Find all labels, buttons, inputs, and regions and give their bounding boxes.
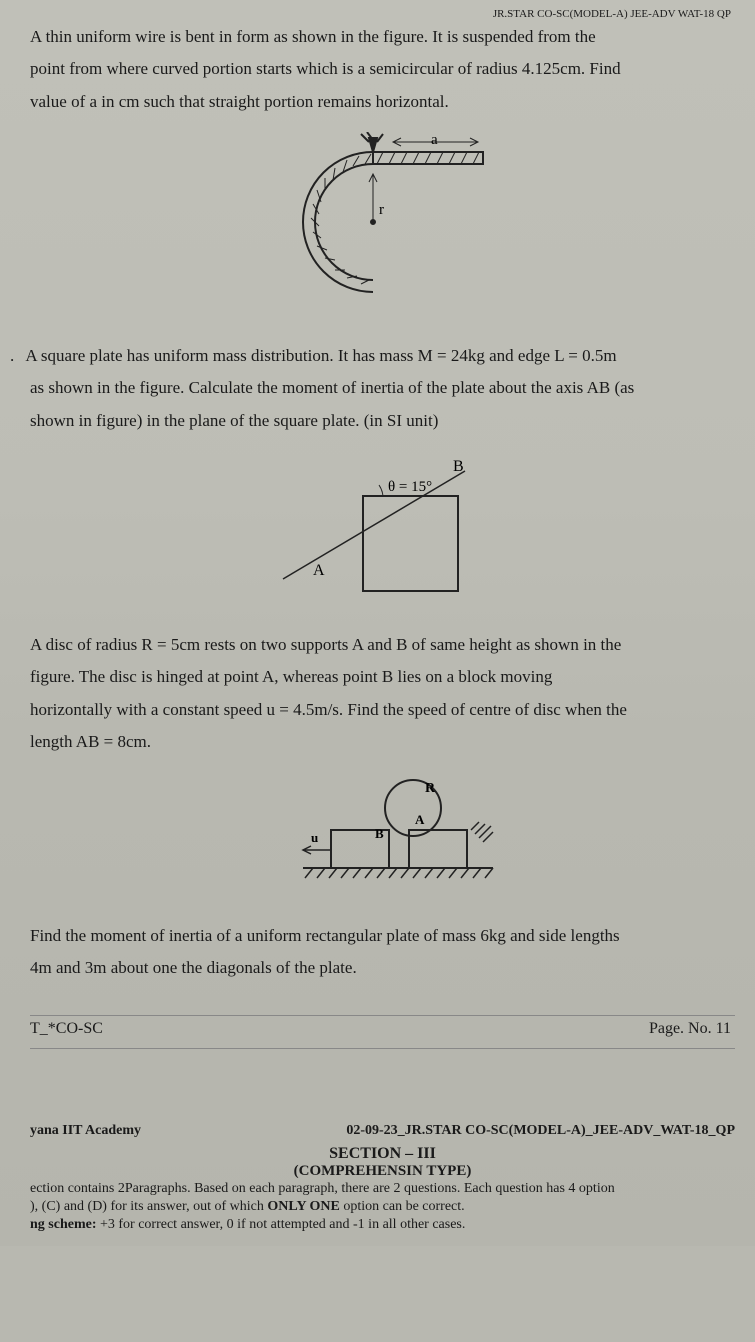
q1-line1: A thin uniform wire is bent in form as s… [30,27,596,46]
question-3: A disc of radius R = 5cm rests on two su… [30,629,735,758]
academy: yana IIT Academy [30,1123,141,1139]
label-B-disc: B [375,826,384,841]
q3-line1: A disc of radius R = 5cm rests on two su… [30,635,621,654]
q2-num: . [10,340,22,372]
q3-line3: horizontally with a constant speed u = 4… [30,700,627,719]
question-2: . A square plate has uniform mass distri… [30,340,735,437]
section-title: SECTION – III [30,1145,735,1163]
q2-line3: shown in figure) in the plane of the squ… [30,411,438,430]
only-one: ONLY ONE [267,1199,339,1214]
page: JR.STAR CO-SC(MODEL-A) JEE-ADV WAT-18 QP… [0,0,755,1246]
q3-line2: figure. The disc is hinged at point A, w… [30,667,552,686]
q1-line3: value of a in cm such that straight port… [30,92,449,111]
q3-line4: length AB = 8cm. [30,732,151,751]
q2-line2: as shown in the figure. Calculate the mo… [30,378,634,397]
q3-figure: R A B u [30,772,735,892]
label-a: a [431,132,438,148]
q2-figure: A B θ = 15° [30,451,735,601]
label-R: R [425,781,436,796]
q2-line1: A square plate has uniform mass distribu… [25,346,616,365]
section-subtitle: (COMPREHENSIN TYPE) [30,1163,735,1180]
q4-line1: Find the moment of inertia of a uniform … [30,926,620,945]
question-1: A thin uniform wire is bent in form as s… [30,21,735,118]
label-A: A [313,562,325,579]
instr-2: ), (C) and (D) for its answer, out of wh… [30,1199,465,1214]
label-r: r [379,202,384,218]
page-footer: T_*CO-SC Page. No. 11 [30,1016,735,1049]
bottom-code: 02-09-23_JR.STAR CO-SC(MODEL-A)_JEE-ADV_… [346,1123,735,1139]
instructions: ection contains 2Paragraphs. Based on ea… [30,1180,735,1235]
square-plate-icon: A B θ = 15° [253,451,513,601]
label-theta: θ = 15° [388,479,432,495]
disc-blocks-icon: R A B u [253,772,513,892]
label-A-disc: A [415,812,425,827]
footer-right: Page. No. 11 [649,1020,731,1038]
instr-3: ng scheme: +3 for correct answer, 0 if n… [30,1217,465,1232]
wire-figure-icon: a r [273,132,493,312]
q1-figure: a r [30,132,735,312]
label-B: B [453,458,464,475]
q1-line2: point from where curved portion starts w… [30,59,621,78]
scheme-label: ng scheme: [30,1217,97,1232]
q4-line2: 4m and 3m about one the diagonals of the… [30,958,357,977]
header-code: JR.STAR CO-SC(MODEL-A) JEE-ADV WAT-18 QP [30,8,735,21]
footer-left: T_*CO-SC [30,1020,103,1038]
bottom-header: yana IIT Academy 02-09-23_JR.STAR CO-SC(… [30,1119,735,1143]
label-u: u [311,830,318,845]
instr-1: ection contains 2Paragraphs. Based on ea… [30,1181,615,1196]
question-4: Find the moment of inertia of a uniform … [30,920,735,985]
